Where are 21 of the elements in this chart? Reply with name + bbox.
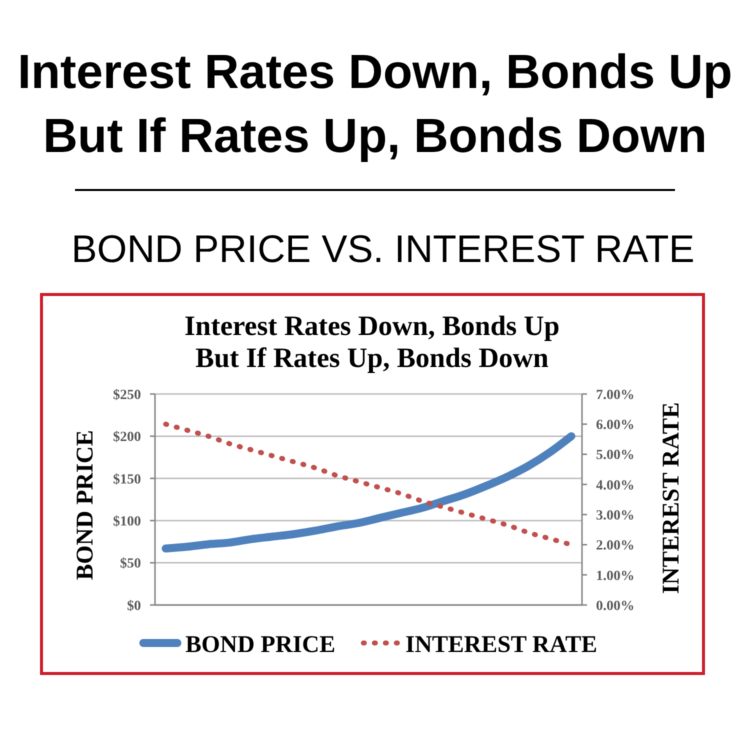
y-tick-label: $50 [120, 556, 141, 572]
chart-title: Interest Rates Down, Bonds Up But If Rates Up, Bonds Down [18, 46, 732, 163]
y-tick-label: $100 [113, 514, 141, 530]
y2-tick-label: 0.00% [596, 598, 634, 614]
text: Interest Rates Down, Bonds Up But If Rates Up, Bonds Down [184, 311, 560, 374]
y2-tick-label: 4.00% [596, 478, 634, 494]
y-tick-label: $0 [127, 598, 141, 614]
y2-tick-label: 3.00% [596, 508, 634, 524]
y2-tick-label: 6.00% [596, 418, 634, 434]
y2-tick-label: 1.00% [596, 568, 634, 584]
y-tick-label: $200 [113, 430, 141, 446]
legend-label: INTEREST RATE [405, 632, 598, 658]
y2-tick-label: 2.00% [596, 538, 634, 554]
legend-label: BOND PRICE [185, 632, 336, 658]
chart-subtitle: BOND PRICE VS. INTEREST RATE [71, 228, 695, 271]
y2-tick-label: 5.00% [596, 448, 634, 464]
y-axis-title: BOND PRICE [72, 430, 98, 580]
y-tick-label: $250 [113, 388, 141, 403]
y2-tick-label: 7.00% [596, 388, 634, 403]
y-tick-label: $150 [113, 472, 141, 488]
y2-axis-title: INTEREST RATE [658, 402, 684, 594]
